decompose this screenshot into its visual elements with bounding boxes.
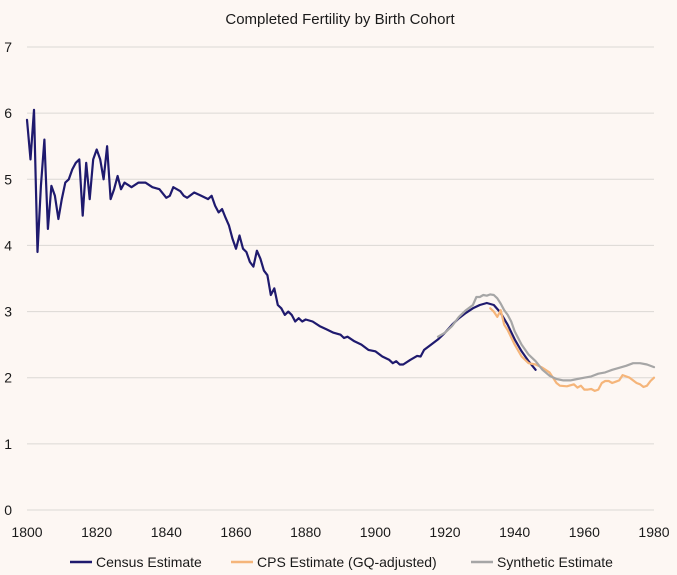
y-tick-label: 5 (4, 171, 12, 187)
series-line-census-estimate (25, 108, 537, 371)
x-tick-label: 1940 (499, 524, 530, 540)
x-tick-label: 1960 (569, 524, 600, 540)
x-tick-label: 1860 (220, 524, 251, 540)
legend-label: Synthetic Estimate (497, 554, 613, 570)
x-tick-label: 1840 (151, 524, 182, 540)
x-tick-label: 1880 (290, 524, 321, 540)
series-lines (25, 108, 656, 392)
y-tick-label: 7 (4, 39, 12, 55)
y-tick-label: 0 (4, 502, 12, 518)
legend: Census Estimate CPS Estimate (GQ-adjusted… (70, 554, 613, 570)
chart-title: Completed Fertility by Birth Cohort (225, 11, 455, 28)
series-line-cps-estimate-gq-adjusted (489, 307, 656, 392)
gridlines (27, 46, 654, 511)
x-tick-label: 1920 (429, 524, 460, 540)
series-line-synthetic-estimate (436, 293, 656, 382)
x-tick-label: 1900 (360, 524, 391, 540)
y-tick-label: 1 (4, 436, 12, 452)
legend-label: Census Estimate (96, 554, 202, 570)
y-tick-label: 2 (4, 370, 12, 386)
y-tick-label: 6 (4, 105, 12, 121)
x-tick-label: 1980 (638, 524, 669, 540)
y-tick-label: 3 (4, 304, 12, 320)
legend-label: CPS Estimate (GQ-adjusted) (257, 554, 437, 570)
x-tick-label: 1800 (11, 524, 42, 540)
x-tick-label: 1820 (81, 524, 112, 540)
y-axis-ticks: 0 1 2 3 4 5 6 7 (4, 39, 12, 518)
y-tick-label: 4 (4, 237, 12, 253)
x-axis-ticks: 1800 1820 1840 1860 1880 1900 1920 1940 1960 1980 (11, 524, 669, 540)
